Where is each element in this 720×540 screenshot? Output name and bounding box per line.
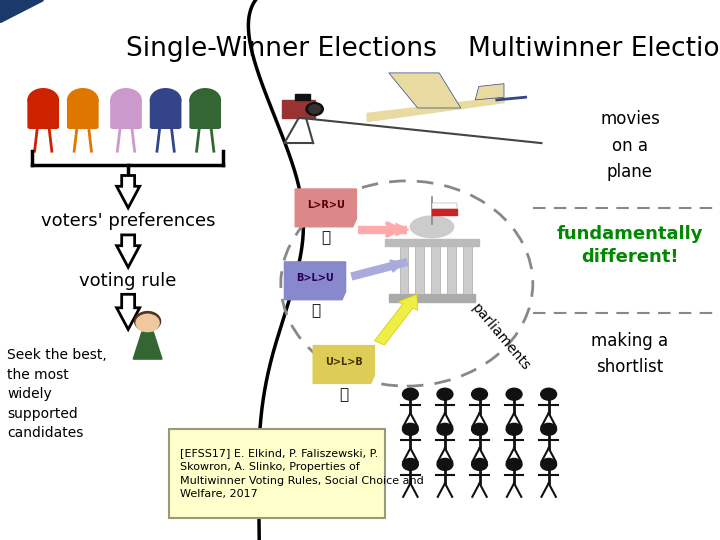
Polygon shape bbox=[295, 189, 356, 227]
Circle shape bbox=[402, 388, 418, 400]
Text: making a
shortlist: making a shortlist bbox=[591, 332, 669, 376]
FancyArrow shape bbox=[117, 235, 140, 267]
Circle shape bbox=[506, 423, 522, 435]
Polygon shape bbox=[0, 0, 43, 22]
FancyBboxPatch shape bbox=[169, 429, 385, 518]
Text: Seek the best,
the most
widely
supported
candidates: Seek the best, the most widely supported… bbox=[7, 348, 107, 440]
Circle shape bbox=[506, 388, 522, 400]
Circle shape bbox=[110, 88, 142, 112]
Circle shape bbox=[541, 423, 557, 435]
Circle shape bbox=[472, 458, 487, 470]
Text: 👥: 👥 bbox=[322, 230, 330, 245]
Circle shape bbox=[67, 88, 99, 112]
Circle shape bbox=[541, 388, 557, 400]
Text: U>L>B: U>L>B bbox=[325, 357, 363, 367]
Circle shape bbox=[27, 88, 59, 112]
Text: 👥: 👥 bbox=[340, 387, 348, 402]
Bar bbox=[389, 294, 475, 302]
FancyBboxPatch shape bbox=[67, 98, 99, 129]
Circle shape bbox=[309, 105, 320, 113]
Bar bbox=[385, 239, 479, 246]
Polygon shape bbox=[284, 262, 346, 300]
FancyBboxPatch shape bbox=[189, 98, 221, 129]
Circle shape bbox=[472, 388, 487, 400]
Text: fundamentally
different!: fundamentally different! bbox=[557, 225, 703, 267]
Circle shape bbox=[472, 423, 487, 435]
Ellipse shape bbox=[410, 216, 454, 238]
Text: L>R>U: L>R>U bbox=[307, 200, 345, 210]
Text: voters' preferences: voters' preferences bbox=[41, 212, 215, 231]
FancyArrow shape bbox=[117, 294, 140, 329]
Circle shape bbox=[437, 388, 453, 400]
Bar bbox=[432, 209, 457, 215]
Polygon shape bbox=[133, 332, 162, 359]
Circle shape bbox=[541, 458, 557, 470]
Bar bbox=[447, 246, 456, 294]
Text: Multiwinner Elections: Multiwinner Elections bbox=[468, 36, 720, 62]
FancyBboxPatch shape bbox=[282, 100, 315, 118]
Circle shape bbox=[135, 312, 161, 331]
Circle shape bbox=[189, 88, 221, 112]
Text: B>L>U: B>L>U bbox=[297, 273, 334, 283]
Circle shape bbox=[506, 458, 522, 470]
Circle shape bbox=[437, 423, 453, 435]
Circle shape bbox=[150, 88, 181, 112]
Circle shape bbox=[402, 423, 418, 435]
Bar bbox=[415, 246, 424, 294]
Circle shape bbox=[306, 103, 323, 116]
Text: movies
on a
plane: movies on a plane bbox=[600, 110, 660, 181]
Bar bbox=[432, 203, 457, 209]
Text: Single-Winner Elections: Single-Winner Elections bbox=[126, 36, 437, 62]
Polygon shape bbox=[389, 73, 461, 108]
Bar bbox=[400, 246, 408, 294]
Circle shape bbox=[136, 314, 159, 332]
FancyArrow shape bbox=[117, 176, 140, 208]
Polygon shape bbox=[313, 346, 374, 383]
FancyArrow shape bbox=[374, 294, 418, 345]
Text: 👥: 👥 bbox=[311, 303, 320, 318]
Polygon shape bbox=[367, 97, 504, 122]
Circle shape bbox=[437, 458, 453, 470]
Text: voting rule: voting rule bbox=[79, 272, 177, 290]
FancyBboxPatch shape bbox=[27, 98, 59, 129]
Bar bbox=[463, 246, 472, 294]
FancyBboxPatch shape bbox=[110, 98, 142, 129]
Polygon shape bbox=[475, 84, 504, 100]
FancyBboxPatch shape bbox=[150, 98, 181, 129]
Text: [EFSS17] E. Elkind, P. Faliszewski, P.
Skowron, A. Slinko, Properties of
Multiwi: [EFSS17] E. Elkind, P. Faliszewski, P. S… bbox=[180, 448, 424, 500]
Circle shape bbox=[402, 458, 418, 470]
FancyBboxPatch shape bbox=[295, 94, 310, 100]
Bar bbox=[431, 246, 440, 294]
Text: parliaments: parliaments bbox=[469, 301, 532, 374]
